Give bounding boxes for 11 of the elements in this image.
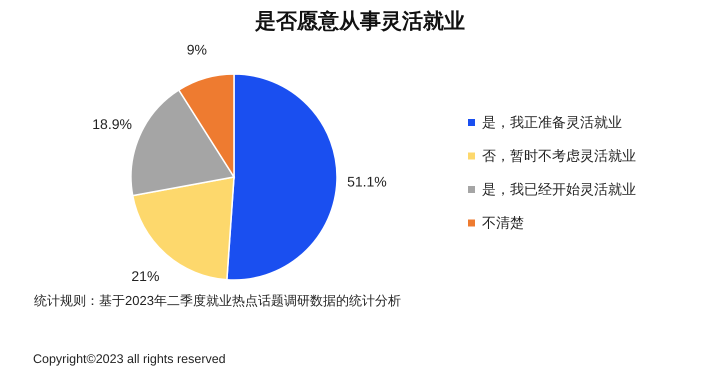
- data-label: 18.9%: [92, 116, 132, 132]
- data-label: 51.1%: [347, 174, 387, 190]
- chart-title: 是否愿意从事灵活就业: [254, 9, 465, 33]
- data-label: 21%: [131, 268, 160, 284]
- legend-label: 是，我已经开始灵活就业: [482, 181, 636, 197]
- legend-label: 不清楚: [482, 214, 524, 230]
- data-label: 9%: [186, 41, 208, 58]
- legend-label: 否，暂时不考虑灵活就业: [482, 148, 636, 164]
- text: 统计规则：基于2023年二季度就业热点话题调研数据的统计分析: [34, 293, 401, 308]
- legend-label: 是，我正准备灵活就业: [482, 114, 622, 130]
- text: Copyright©2023 all rights reserved: [33, 352, 226, 366]
